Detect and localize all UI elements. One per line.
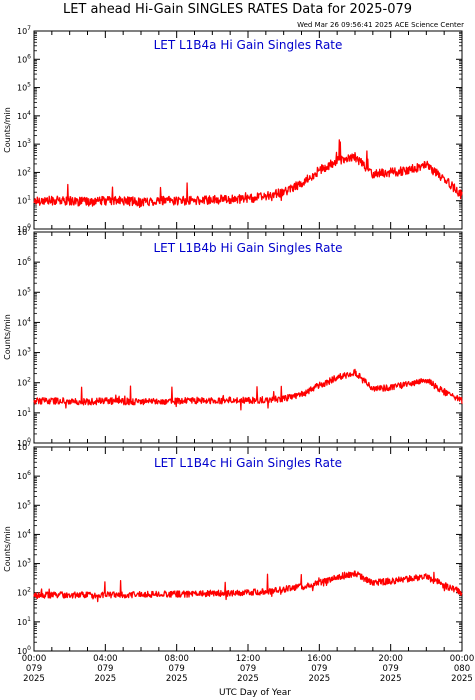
y-tick-label: 101 (17, 407, 31, 418)
y-tick-label: 105 (17, 286, 31, 297)
x-tick-label: 20:00 079 2025 (378, 654, 403, 684)
panel-title: LET L1B4a Hi Gain Singles Rate (154, 38, 343, 52)
y-tick-label: 102 (17, 587, 31, 598)
y-axis-label: Counts/min (3, 314, 12, 360)
x-tick-label: 12:00 079 2025 (236, 654, 261, 684)
series-line (33, 368, 463, 411)
chart-panel-c: LET L1B4c Hi Gain Singles Rate Counts/mi… (3, 441, 463, 656)
chart-panel-b: LET L1B4b Hi Gain Singles Rate Counts/mi… (3, 226, 463, 448)
y-tick-label: 106 (17, 470, 31, 481)
y-axis-label: Counts/min (3, 107, 12, 153)
y-tick-label: 101 (17, 195, 31, 206)
x-tick-label: 04:00 079 2025 (93, 654, 118, 684)
x-tick-labels: 00:00 079 2025 04:00 079 2025 08:00 079 2025 12:0… (22, 654, 475, 684)
y-tick-label: 107 (17, 441, 31, 452)
panel-title: LET L1B4b Hi Gain Singles Rate (153, 241, 342, 255)
figure-title: LET ahead Hi-Gain SINGLES RATES Data for… (63, 2, 412, 17)
plot-frame (33, 446, 463, 652)
x-tick-label: 08:00 079 2025 (164, 654, 189, 684)
y-tick-label: 102 (17, 166, 31, 177)
series-line (33, 570, 463, 603)
x-ticks (33, 447, 463, 651)
y-tick-label: 106 (17, 53, 31, 64)
y-ticks: 100 101 102 103 104 105 106 107 (17, 226, 462, 448)
x-tick-label: 16:00 079 2025 (307, 654, 332, 684)
x-ticks (33, 31, 463, 229)
series-line (33, 139, 463, 209)
y-tick-label: 105 (17, 82, 31, 93)
y-tick-label: 103 (17, 347, 31, 358)
y-tick-label: 107 (17, 25, 31, 36)
y-tick-label: 104 (17, 110, 31, 121)
x-axis-label: UTC Day of Year (219, 688, 291, 698)
panel-title: LET L1B4c Hi Gain Singles Rate (154, 456, 342, 470)
plot-frame (33, 231, 463, 444)
y-tick-label: 103 (17, 558, 31, 569)
y-tick-label: 100 (17, 645, 31, 656)
y-tick-label: 102 (17, 377, 31, 388)
y-tick-label: 101 (17, 616, 31, 627)
generation-timestamp: Wed Mar 26 09:56:41 2025 ACE Science Cen… (297, 21, 464, 29)
y-tick-label: 107 (17, 226, 31, 237)
x-tick-label: 00:00 080 2025 (450, 654, 475, 684)
y-tick-label: 100 (17, 437, 31, 448)
y-tick-label: 100 (17, 223, 31, 234)
y-tick-label: 105 (17, 499, 31, 510)
chart-panel-a: LET L1B4a Hi Gain Singles Rate Counts/mi… (3, 25, 463, 234)
x-ticks (33, 232, 463, 443)
x-tick-label: 00:00 079 2025 (22, 654, 47, 684)
y-tick-label: 104 (17, 316, 31, 327)
y-tick-label: 104 (17, 528, 31, 539)
y-axis-label: Counts/min (3, 526, 12, 572)
y-ticks: 100 101 102 103 104 105 106 107 (17, 441, 462, 656)
y-tick-label: 103 (17, 138, 31, 149)
y-tick-label: 106 (17, 256, 31, 267)
